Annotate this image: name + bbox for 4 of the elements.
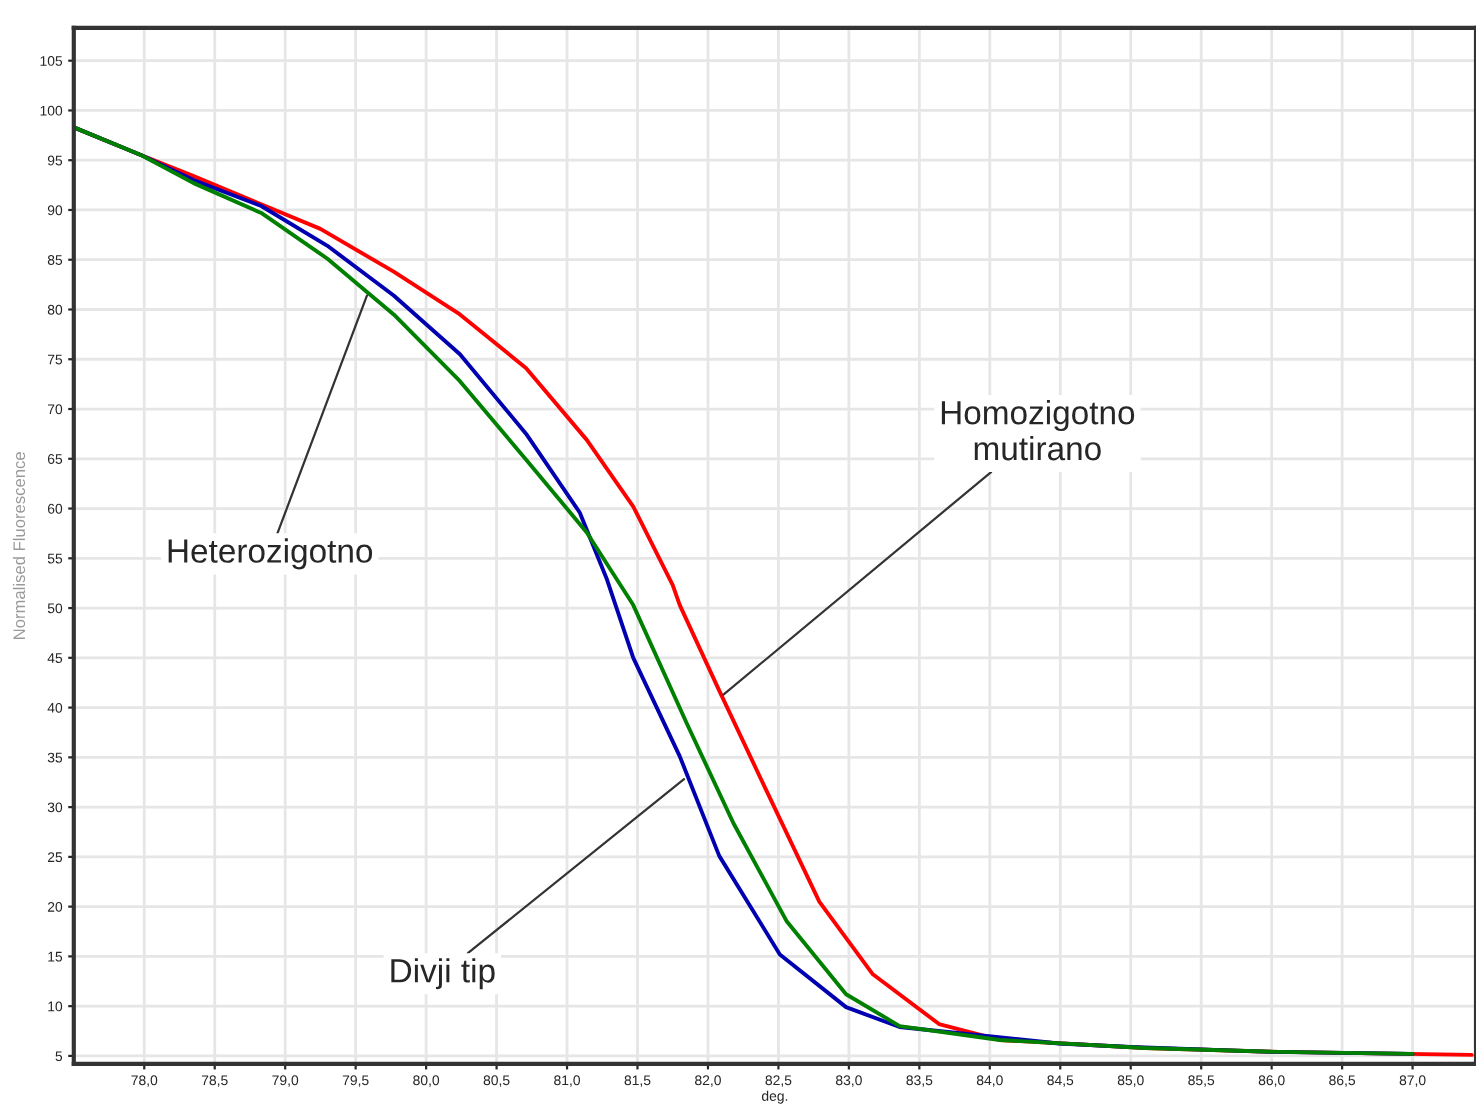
y-axis-title: Normalised Fluorescence <box>12 452 26 639</box>
annotation: Divji tip <box>391 958 495 990</box>
annotation: Homozigotno mutirano <box>941 400 1135 461</box>
annotation: Heterozigotno <box>168 538 373 570</box>
